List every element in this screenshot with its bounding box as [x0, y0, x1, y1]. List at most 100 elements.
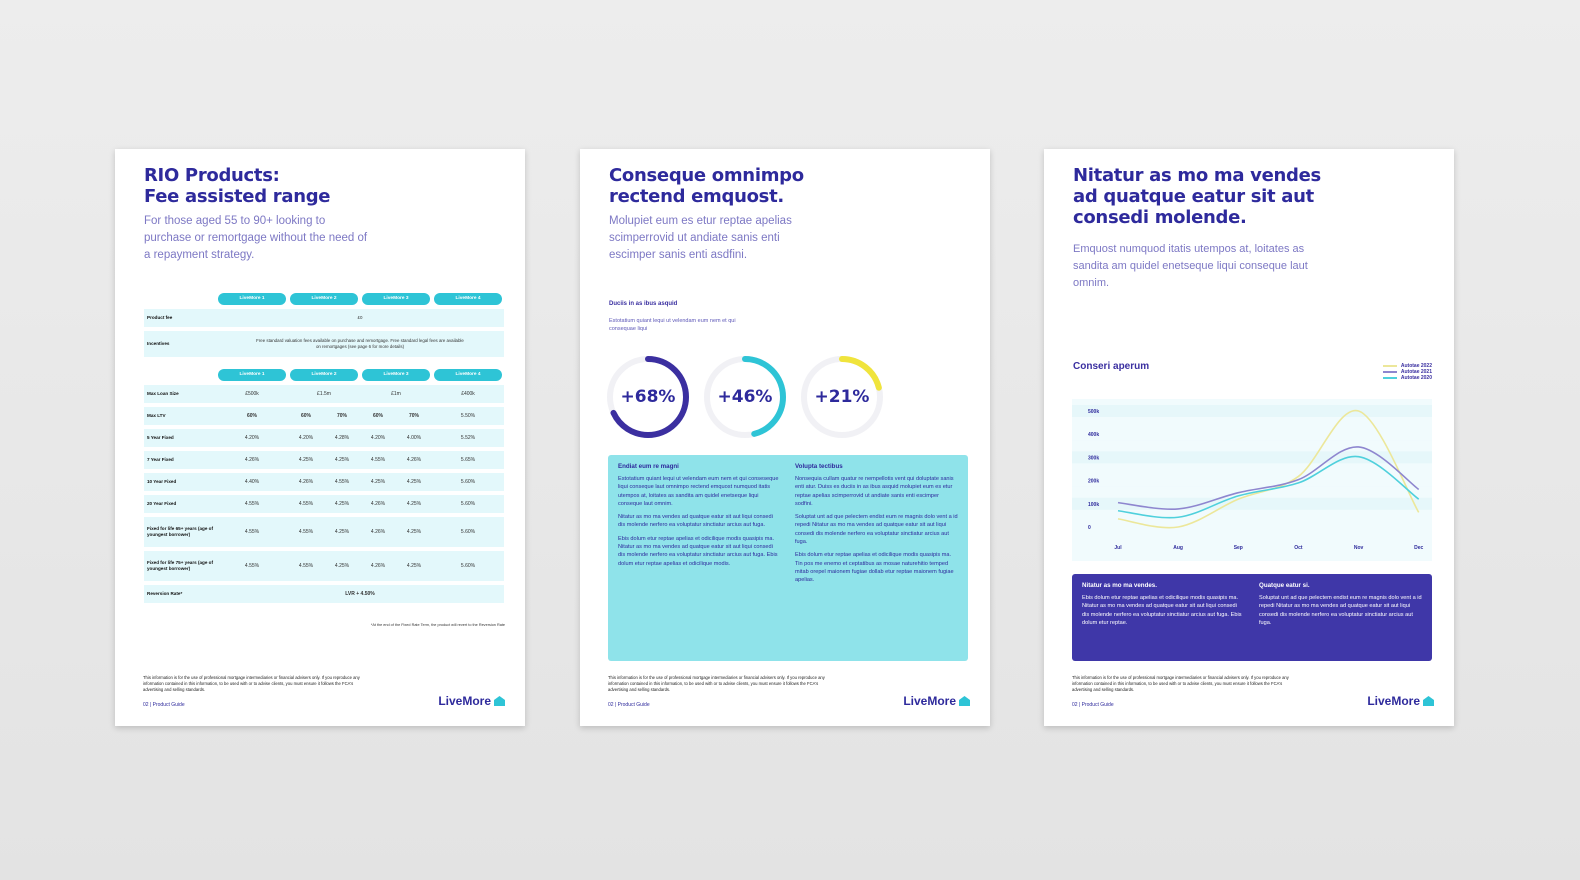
row-value: 5.52% [460, 435, 476, 441]
product-header: LiveMore 3 [362, 293, 430, 305]
stat-heading: Duciis in as ibus asquid [609, 301, 678, 307]
box-paragraph: Ebis dolum etur reptae apelias et odicil… [1082, 595, 1242, 626]
product-header: LiveMore 2 [290, 369, 358, 381]
grid-band [1072, 521, 1432, 533]
box-paragraph: Soluptat unt ad que pelectem endist eum … [1259, 595, 1422, 626]
stat-donut: +21% [799, 354, 885, 440]
page-label: 02 | Product Guide [143, 702, 185, 708]
product-header: LiveMore 1 [218, 293, 286, 305]
row-value: 60% [372, 413, 383, 419]
box-column: Volupta tectibus Nonsequia cullam quatur … [795, 463, 958, 653]
page-stats: Conseque omnimpo rectend emquost. Molupie… [580, 149, 990, 726]
donut-arc [704, 356, 786, 438]
row-label: Max LTV [147, 413, 166, 418]
row-value: 4.25% [406, 501, 422, 507]
row-label: Max Loan Size [147, 391, 179, 396]
row-value: £500k [245, 391, 259, 397]
row-value: 70% [408, 413, 419, 419]
row-value: 4.20% [298, 435, 314, 441]
logo-text: LiveMore [1367, 694, 1420, 708]
box-heading: Endiat eum re magni [618, 463, 679, 470]
title-line: RIO Products: [144, 165, 280, 186]
row-value: 4.25% [406, 563, 422, 569]
table-row: Incentives Free standard valuation fees a… [144, 331, 504, 357]
title-line: consedi molende. [1073, 207, 1247, 228]
row-value: £0 [357, 315, 363, 320]
series-line [1117, 455, 1420, 519]
table-row: Max LTV 60% 60% 70% 60% 70% 5.50% [144, 407, 504, 425]
row-value: Free standard valuation fees available o… [256, 338, 464, 349]
house-icon [959, 696, 970, 706]
row-value: 4.55% [244, 529, 260, 535]
grid-band [1072, 451, 1432, 464]
box-paragraph: Estotatium quiant lequi ut velendam eum … [618, 476, 779, 507]
disclaimer: This information is for the use of profe… [1072, 675, 1289, 692]
row-label: Fixed for life 75+ years (age of younges… [147, 560, 213, 571]
stat-text: Estotatium quiant lequi ut velendam eum … [609, 318, 736, 332]
subtitle: For those aged 55 to 90+ looking to purc… [144, 215, 368, 261]
y-tick-label: 300k [1088, 455, 1099, 461]
row-value: 4.55% [298, 529, 314, 535]
row-value: 5.60% [460, 479, 476, 485]
row-value: 4.25% [334, 529, 350, 535]
subtitle: Molupiet eum es etur reptae apelias scim… [609, 215, 792, 261]
house-icon [494, 696, 505, 706]
product-header: LiveMore 3 [362, 369, 430, 381]
grid-band [1072, 428, 1432, 441]
row-value: 4.26% [244, 457, 260, 463]
row-value: 4.55% [370, 457, 386, 463]
row-value: £400k [461, 391, 475, 397]
product-table: LiveMore 1 LiveMore 2 LiveMore 3 LiveMore 4… [144, 293, 504, 607]
table-row: Max Loan Size £500k £1.5m £1m £400k [144, 385, 504, 403]
livemore-logo: LiveMore [438, 694, 505, 708]
line-chart: 0 100k 200k 300k 400k 500k Jul Aug Sep Oct Nov Dec [1072, 399, 1432, 561]
row-value: LVR + 4.50% [345, 591, 375, 597]
page-label: 02 | Product Guide [608, 702, 650, 708]
row-label: 5 Year Fixed [147, 435, 174, 440]
box-paragraph: Nitatur as mo ma vendes ad quatque eatur… [618, 514, 773, 529]
livemore-logo: LiveMore [1367, 694, 1434, 708]
grid-band [1072, 405, 1432, 417]
row-label: Product fee [147, 315, 173, 320]
x-tick-label: Dec [1414, 545, 1423, 551]
row-value: 4.26% [370, 563, 386, 569]
row-value: 4.25% [298, 457, 314, 463]
table-row: 5 Year Fixed 4.20% 4.20% 4.28% 4.20% 4.00% 5.5… [144, 429, 504, 447]
row-value: 4.00% [406, 435, 422, 441]
chart-title: Conseri aperum [1073, 361, 1150, 372]
y-tick-label: 200k [1088, 479, 1099, 485]
stat-value: +21% [814, 387, 870, 407]
legend-item: Autotae 2022 [1382, 363, 1432, 369]
row-value: 4.25% [334, 457, 350, 463]
row-value: £1m [391, 391, 401, 397]
info-box: Nitatur as mo ma vendes. Ebis dolum etur … [1072, 574, 1432, 661]
title-line: rectend emquost. [609, 186, 784, 207]
table-row: 10 Year Fixed 4.40% 4.26% 4.55% 4.25% 4.25% 5.… [144, 473, 504, 491]
row-value: 5.60% [460, 529, 476, 535]
row-value: 4.26% [298, 479, 314, 485]
row-value: 4.25% [406, 479, 422, 485]
box-column: Nitatur as mo ma vendes. Ebis dolum etur … [1082, 582, 1245, 653]
house-icon [1423, 696, 1434, 706]
row-value: 4.26% [370, 501, 386, 507]
box-paragraph: Ebis dolum etur reptae apelias et odicil… [618, 535, 778, 567]
row-label: 10 Year Fixed [147, 479, 177, 484]
legend-item: Autotae 2021 [1382, 369, 1432, 375]
row-value: 4.25% [334, 501, 350, 507]
row-value: 4.55% [244, 501, 260, 507]
info-box: Endiat eum re magni Estotatium quiant leq… [608, 455, 968, 661]
y-tick-label: 0 [1088, 525, 1091, 531]
row-value: 70% [336, 413, 347, 419]
page-title: RIO Products: Fee assisted range [144, 165, 331, 207]
title-line: Conseque omnimpo [609, 165, 804, 186]
box-column: Endiat eum re magni Estotatium quiant leq… [618, 463, 781, 653]
row-label: Reversion Rate* [147, 591, 183, 596]
title-line: Nitatur as mo ma vendes [1073, 165, 1321, 186]
table-row: 20 Year Fixed 4.55% 4.55% 4.25% 4.26% 4.25% 5.… [144, 495, 504, 513]
row-value: 4.20% [244, 435, 260, 441]
legend-label: Autotae 2021 [1400, 369, 1432, 375]
box-heading: Volupta tectibus [795, 463, 843, 470]
subtitle: Emquost numquod itatis utempos at, loita… [1073, 243, 1308, 289]
title-line: ad quatque eatur sit aut [1073, 186, 1314, 207]
donut-arc [607, 356, 689, 438]
